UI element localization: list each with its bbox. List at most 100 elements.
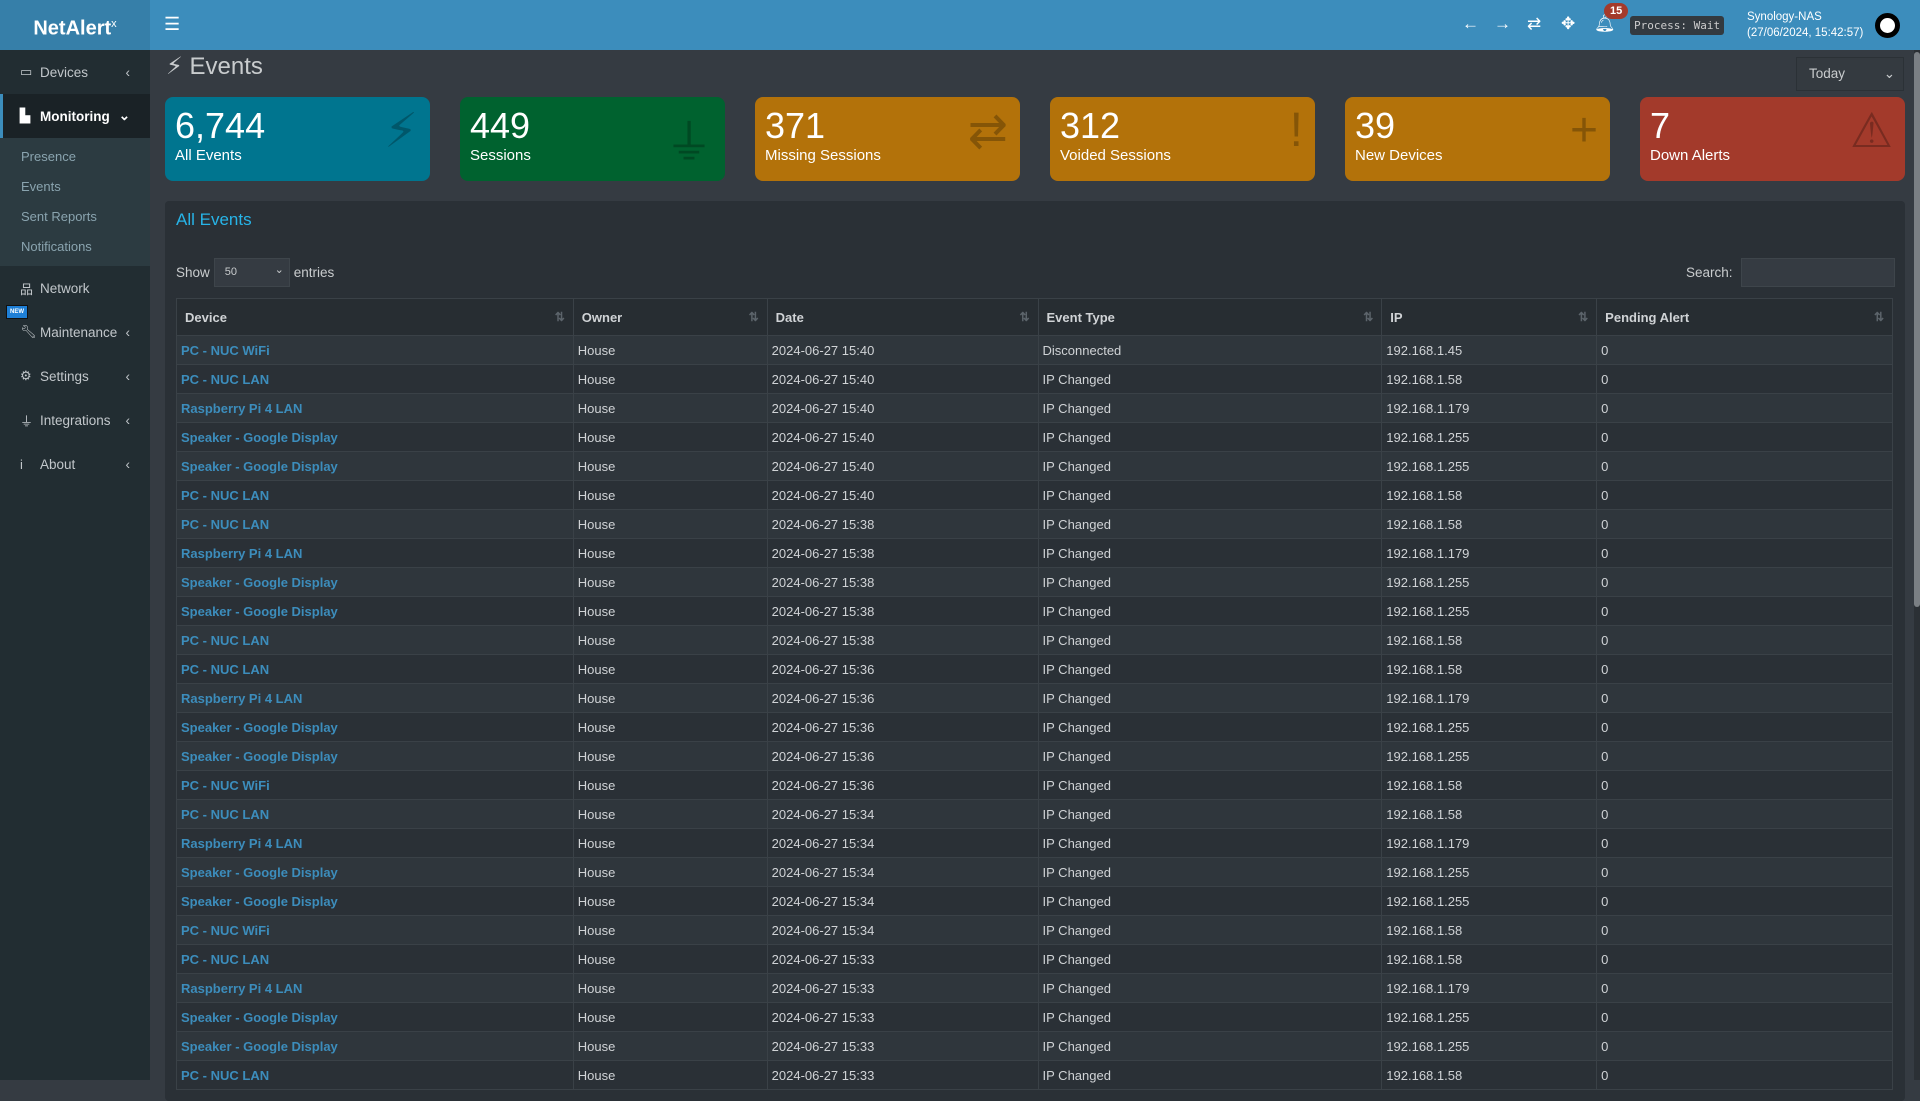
table-row[interactable]: Speaker - Google Display House 2024-06-27 …	[176, 596, 1893, 626]
host-name: Synology-NAS	[1747, 11, 1822, 23]
table-row[interactable]: Raspberry Pi 4 LAN House 2024-06-27 15:40 I…	[176, 393, 1893, 423]
table-cell: House	[572, 741, 768, 771]
device-link[interactable]: PC - NUC LAN	[176, 480, 574, 510]
sidebar-item-devices[interactable]: ▭ Devices ‹	[0, 50, 150, 94]
table-row[interactable]: PC - NUC LAN House 2024-06-27 15:33 IP Chan…	[176, 1060, 1893, 1090]
sidebar-item-notifications[interactable]: Notifications	[21, 239, 92, 254]
device-link[interactable]: Raspberry Pi 4 LAN	[176, 538, 574, 568]
device-link[interactable]: PC - NUC WiFi	[176, 915, 574, 945]
column-header[interactable]: Event Type ⇅	[1037, 298, 1383, 336]
sidebar-item-events[interactable]: Events	[21, 179, 61, 194]
search-input[interactable]	[1740, 258, 1895, 287]
device-link[interactable]: PC - NUC LAN	[176, 509, 574, 539]
table-cell: 2024-06-27 15:36	[766, 741, 1039, 771]
device-link[interactable]: PC - NUC WiFi	[176, 770, 574, 800]
table-row[interactable]: PC - NUC LAN House 2024-06-27 15:38 IP Chan…	[176, 625, 1893, 655]
logo[interactable]: NetAlertx	[0, 0, 150, 50]
device-link[interactable]: PC - NUC WiFi	[176, 335, 574, 365]
table-row[interactable]: Raspberry Pi 4 LAN House 2024-06-27 15:38 I…	[176, 538, 1893, 568]
table-row[interactable]: Speaker - Google Display House 2024-06-27 …	[176, 1031, 1893, 1061]
table-row[interactable]: Speaker - Google Display House 2024-06-27 …	[176, 886, 1893, 916]
device-link[interactable]: PC - NUC LAN	[176, 654, 574, 684]
sidebar-item-settings[interactable]: ⚙ Settings ‹	[0, 354, 150, 398]
device-link[interactable]: PC - NUC LAN	[176, 625, 574, 655]
sidebar-item-about[interactable]: i About ‹	[0, 442, 150, 486]
table-cell: 0	[1596, 857, 1893, 887]
table-row[interactable]: Speaker - Google Display House 2024-06-27 …	[176, 741, 1893, 771]
move-icon[interactable]: ✥	[1561, 14, 1576, 33]
column-header[interactable]: Date ⇅	[766, 298, 1039, 336]
table-row[interactable]: PC - NUC LAN House 2024-06-27 15:36 IP Chan…	[176, 654, 1893, 684]
column-header[interactable]: Device ⇅	[176, 298, 574, 336]
device-link[interactable]: Speaker - Google Display	[176, 451, 574, 481]
table-row[interactable]: PC - NUC WiFi House 2024-06-27 15:36 IP Cha…	[176, 770, 1893, 800]
scrollbar[interactable]	[1914, 50, 1920, 1080]
device-link[interactable]: Raspberry Pi 4 LAN	[176, 683, 574, 713]
table-row[interactable]: Speaker - Google Display House 2024-06-27 …	[176, 567, 1893, 597]
table-row[interactable]: Speaker - Google Display House 2024-06-27 …	[176, 422, 1893, 452]
sidebar: ▭ Devices ‹ ▙ Monitoring ⌄ Presence Events S…	[0, 50, 150, 1080]
table-row[interactable]: PC - NUC LAN House 2024-06-27 15:40 IP Chan…	[176, 480, 1893, 510]
device-link[interactable]: PC - NUC LAN	[176, 364, 574, 394]
device-link[interactable]: Speaker - Google Display	[176, 567, 574, 597]
column-header[interactable]: Pending Alert ⇅	[1596, 298, 1893, 336]
column-header[interactable]: IP ⇅	[1381, 298, 1598, 336]
period-select[interactable]: Today ⌄	[1796, 57, 1904, 91]
table-row[interactable]: Speaker - Google Display House 2024-06-27 …	[176, 857, 1893, 887]
device-link[interactable]: Speaker - Google Display	[176, 422, 574, 452]
table-row[interactable]: Raspberry Pi 4 LAN House 2024-06-27 15:34 I…	[176, 828, 1893, 858]
stat-card-sessions[interactable]: 449 Sessions ⏚	[460, 97, 725, 181]
column-label: Owner	[581, 309, 623, 325]
sidebar-item-sent-reports[interactable]: Sent Reports	[21, 209, 97, 224]
device-link[interactable]: Speaker - Google Display	[176, 857, 574, 887]
device-link[interactable]: Speaker - Google Display	[176, 596, 574, 626]
device-link[interactable]: Speaker - Google Display	[176, 712, 574, 742]
sidebar-item-monitoring[interactable]: ▙ Monitoring ⌄	[0, 94, 150, 138]
device-link[interactable]: PC - NUC LAN	[176, 799, 574, 829]
table-cell: 2024-06-27 15:38	[766, 567, 1039, 597]
column-header[interactable]: Owner ⇅	[572, 298, 768, 336]
table-cell: IP Changed	[1037, 799, 1383, 829]
stat-card-voided-sessions[interactable]: 312 Voided Sessions!	[1050, 97, 1315, 181]
device-link[interactable]: PC - NUC LAN	[176, 1060, 574, 1090]
device-link[interactable]: Speaker - Google Display	[176, 741, 574, 771]
table-row[interactable]: Raspberry Pi 4 LAN House 2024-06-27 15:36 I…	[176, 683, 1893, 713]
table-row[interactable]: Speaker - Google Display House 2024-06-27 …	[176, 712, 1893, 742]
device-link[interactable]: Raspberry Pi 4 LAN	[176, 828, 574, 858]
refresh-icon[interactable]: ⇄	[1527, 14, 1542, 33]
table-row[interactable]: PC - NUC LAN House 2024-06-27 15:33 IP Chan…	[176, 944, 1893, 974]
device-link[interactable]: Raspberry Pi 4 LAN	[176, 973, 574, 1003]
device-link[interactable]: Speaker - Google Display	[176, 1002, 574, 1032]
avatar[interactable]	[1875, 13, 1900, 38]
table-row[interactable]: Raspberry Pi 4 LAN House 2024-06-27 15:33 I…	[176, 973, 1893, 1003]
table-row[interactable]: Speaker - Google Display House 2024-06-27 …	[176, 451, 1893, 481]
entries-select[interactable]: 50 ⌄	[213, 258, 290, 287]
stat-card-all-events[interactable]: 6,744 All Events ⚡︎	[165, 97, 430, 181]
table-row[interactable]: PC - NUC WiFi House 2024-06-27 15:40 Discon…	[176, 335, 1893, 365]
table-row[interactable]: PC - NUC LAN House 2024-06-27 15:40 IP Chan…	[176, 364, 1893, 394]
back-icon[interactable]: ←	[1462, 14, 1479, 33]
forward-icon[interactable]: →	[1494, 14, 1511, 33]
device-link[interactable]: Speaker - Google Display	[176, 1031, 574, 1061]
table-cell: 0	[1596, 654, 1893, 684]
stat-card-down-alerts[interactable]: 7 Down Alerts ⚠	[1640, 97, 1905, 181]
stat-card-missing-sessions[interactable]: 371 Missing Sessions ⇄	[755, 97, 1020, 181]
table-row[interactable]: PC - NUC LAN House 2024-06-27 15:38 IP Chan…	[176, 509, 1893, 539]
sidebar-item-integrations[interactable]: ⏚ Integrations ‹	[0, 398, 150, 442]
sidebar-item-network[interactable]: 品 Network	[0, 266, 150, 310]
device-link[interactable]: Raspberry Pi 4 LAN	[176, 393, 574, 423]
table-row[interactable]: PC - NUC LAN House 2024-06-27 15:34 IP Chan…	[176, 799, 1893, 829]
device-link[interactable]: PC - NUC LAN	[176, 944, 574, 974]
scrollbar-thumb[interactable]	[1914, 52, 1920, 607]
bolt-icon: ⚡︎	[166, 53, 183, 80]
table-cell: 192.168.1.58	[1381, 944, 1598, 974]
menu-toggle-icon[interactable]: ☰	[164, 14, 181, 34]
table-cell: 0	[1596, 596, 1893, 626]
table-cell: 0	[1596, 364, 1893, 394]
table-row[interactable]: PC - NUC WiFi House 2024-06-27 15:34 IP Cha…	[176, 915, 1893, 945]
sidebar-item-maintenance[interactable]: NEW 🔧︎ Maintenance ‹	[0, 305, 150, 354]
sidebar-item-presence[interactable]: Presence	[21, 149, 76, 164]
stat-card-new-devices[interactable]: 39 New Devices +	[1345, 97, 1610, 181]
device-link[interactable]: Speaker - Google Display	[176, 886, 574, 916]
table-row[interactable]: Speaker - Google Display House 2024-06-27 …	[176, 1002, 1893, 1032]
